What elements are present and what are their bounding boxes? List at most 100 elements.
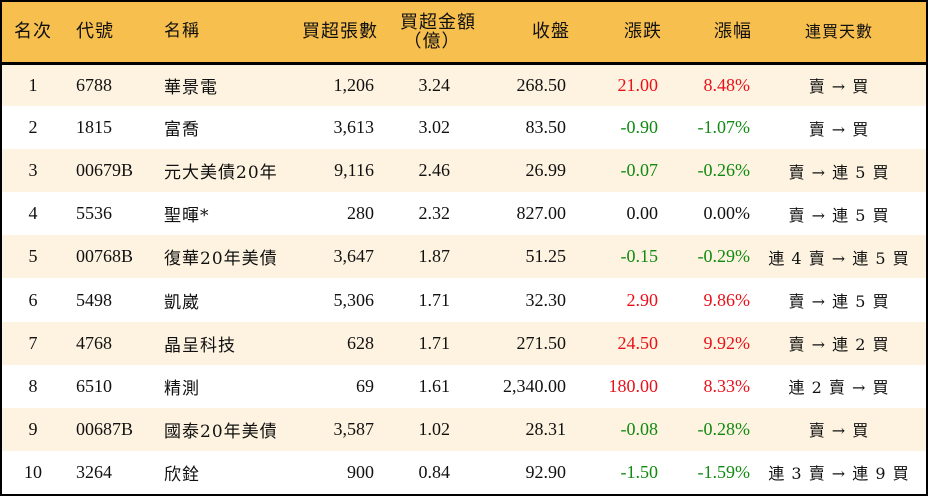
name-cell: 華景電 bbox=[164, 77, 218, 98]
code-cell: 6788 bbox=[76, 74, 112, 95]
net-buy-amount-cell: 1.71 bbox=[418, 289, 451, 310]
net-buy-lots-cell: 5,306 bbox=[333, 289, 375, 310]
change-pct-cell: 0.00% bbox=[703, 203, 751, 224]
rank-cell: 6 bbox=[28, 289, 38, 310]
header-row: 名次 代號 名稱 買超張數 買超金額 （億） 收盤 漲跌 漲幅 連買天數 bbox=[2, 2, 926, 65]
streak-cell: 連 2 賣 → 買 bbox=[788, 378, 890, 398]
change-pct-cell: 8.48% bbox=[703, 74, 751, 95]
code-cell: 5536 bbox=[76, 203, 112, 224]
code-cell: 6510 bbox=[76, 375, 112, 396]
streak-cell: 賣 → 買 bbox=[808, 421, 870, 441]
streak-cell: 賣 → 連 2 買 bbox=[788, 335, 890, 355]
header-streak: 連買天數 bbox=[752, 2, 926, 65]
header-rank: 名次 bbox=[2, 2, 64, 65]
table-row: 7 4768 晶呈科技 628 1.71 271.50 24.50 9.92% 賣 → 連 2 … bbox=[2, 321, 926, 365]
close-cell: 92.90 bbox=[525, 461, 567, 482]
net-buy-lots-cell: 628 bbox=[347, 332, 374, 353]
change-pct-cell: 8.33% bbox=[703, 375, 751, 396]
name-cell: 元大美債20年 bbox=[164, 163, 278, 184]
net-buy-lots-cell: 3,587 bbox=[333, 418, 375, 439]
table-row: 3 00679B 元大美債20年 9,116 2.46 26.99 -0.07 -0.26% 賣… bbox=[2, 149, 926, 193]
streak-cell: 連 3 賣 → 連 9 買 bbox=[768, 464, 910, 484]
change-cell: 21.00 bbox=[617, 74, 659, 95]
streak-cell: 賣 → 連 5 買 bbox=[788, 292, 890, 312]
code-cell: 00768B bbox=[76, 246, 134, 267]
rank-cell: 1 bbox=[28, 74, 38, 95]
name-cell: 精測 bbox=[164, 378, 200, 399]
name-cell: 富喬 bbox=[164, 120, 200, 141]
streak-cell: 賣 → 買 bbox=[808, 77, 870, 97]
net-buy-amount-cell: 1.87 bbox=[418, 246, 451, 267]
header-name: 名稱 bbox=[146, 2, 286, 65]
net-buy-amount-cell: 1.02 bbox=[418, 418, 451, 439]
name-cell: 晶呈科技 bbox=[164, 335, 236, 356]
change-cell: 0.00 bbox=[626, 203, 659, 224]
change-cell: 2.90 bbox=[626, 289, 659, 310]
table-row: 10 3264 欣銓 900 0.84 92.90 -1.50 -1.59% 連 3 賣 → 連… bbox=[2, 450, 926, 494]
table-row: 2 1815 富喬 3,613 3.02 83.50 -0.90 -1.07% 賣 → 買 bbox=[2, 106, 926, 150]
table-row: 6 5498 凱崴 5,306 1.71 32.30 2.90 9.86% 賣 → 連 5 買 bbox=[2, 278, 926, 322]
rank-cell: 8 bbox=[28, 375, 38, 396]
table-row: 5 00768B 復華20年美債 3,647 1.87 51.25 -0.15 -0.29% 連… bbox=[2, 235, 926, 279]
net-buy-amount-cell: 0.84 bbox=[418, 461, 451, 482]
net-buy-amount-cell: 2.32 bbox=[418, 203, 451, 224]
change-pct-cell: 9.92% bbox=[703, 332, 751, 353]
rank-cell: 10 bbox=[24, 461, 42, 482]
header-net-buy-amount-line1: 買超金額 bbox=[400, 11, 476, 33]
close-cell: 271.50 bbox=[516, 332, 567, 353]
table-row: 1 6788 華景電 1,206 3.24 268.50 21.00 8.48% 賣 → 買 bbox=[2, 63, 926, 107]
header-net-buy-amount-line2: （億） bbox=[403, 30, 461, 52]
table-row: 8 6510 精測 69 1.61 2,340.00 180.00 8.33% 連 2 賣 → … bbox=[2, 364, 926, 408]
net-buy-lots-cell: 900 bbox=[347, 461, 374, 482]
rank-cell: 3 bbox=[28, 160, 38, 181]
change-cell: -0.07 bbox=[620, 160, 659, 181]
change-pct-cell: -0.26% bbox=[697, 160, 751, 181]
net-buy-lots-cell: 1,206 bbox=[333, 74, 375, 95]
close-cell: 827.00 bbox=[516, 203, 567, 224]
net-buy-lots-cell: 3,613 bbox=[333, 117, 375, 138]
net-buy-amount-cell: 1.71 bbox=[418, 332, 451, 353]
table-row: 4 5536 聖暉* 280 2.32 827.00 0.00 0.00% 賣 → 連 5 買 bbox=[2, 192, 926, 236]
change-pct-cell: -0.29% bbox=[697, 246, 751, 267]
change-cell: -0.90 bbox=[620, 117, 659, 138]
rank-cell: 7 bbox=[28, 332, 38, 353]
change-cell: 180.00 bbox=[608, 375, 659, 396]
code-cell: 4768 bbox=[76, 332, 112, 353]
name-cell: 聖暉* bbox=[164, 206, 210, 227]
change-cell: -0.15 bbox=[620, 246, 659, 267]
code-cell: 3264 bbox=[76, 461, 112, 482]
net-buy-amount-cell: 3.02 bbox=[418, 117, 451, 138]
code-cell: 00679B bbox=[76, 160, 134, 181]
rank-cell: 2 bbox=[28, 117, 38, 138]
code-cell: 00687B bbox=[76, 418, 134, 439]
rank-cell: 9 bbox=[28, 418, 38, 439]
close-cell: 268.50 bbox=[516, 74, 567, 95]
table-row: 9 00687B 國泰20年美債 3,587 1.02 28.31 -0.08 -0.28% 賣… bbox=[2, 407, 926, 451]
net-buy-lots-cell: 9,116 bbox=[334, 160, 374, 181]
net-buy-lots-cell: 280 bbox=[347, 203, 374, 224]
net-buy-amount-cell: 1.61 bbox=[418, 375, 451, 396]
change-pct-cell: 9.86% bbox=[703, 289, 751, 310]
name-cell: 凱崴 bbox=[164, 292, 200, 313]
net-buy-lots-cell: 3,647 bbox=[333, 246, 375, 267]
streak-cell: 連 4 賣 → 連 5 買 bbox=[768, 248, 910, 268]
change-cell: 24.50 bbox=[617, 332, 659, 353]
close-cell: 32.30 bbox=[525, 289, 567, 310]
header-change-pct: 漲幅 bbox=[662, 2, 752, 65]
streak-cell: 賣 → 買 bbox=[808, 119, 870, 139]
name-cell: 國泰20年美債 bbox=[164, 421, 278, 442]
streak-cell: 賣 → 連 5 買 bbox=[788, 205, 890, 225]
change-pct-cell: -1.07% bbox=[697, 117, 751, 138]
change-pct-cell: -1.59% bbox=[697, 461, 751, 482]
header-change: 漲跌 bbox=[570, 2, 662, 65]
close-cell: 2,340.00 bbox=[503, 375, 566, 396]
rank-cell: 5 bbox=[28, 246, 38, 267]
close-cell: 83.50 bbox=[525, 117, 567, 138]
change-pct-cell: -0.28% bbox=[697, 418, 751, 439]
close-cell: 26.99 bbox=[525, 160, 567, 181]
header-code: 代號 bbox=[64, 2, 146, 65]
name-cell: 復華20年美債 bbox=[164, 249, 278, 270]
change-cell: -1.50 bbox=[620, 461, 659, 482]
